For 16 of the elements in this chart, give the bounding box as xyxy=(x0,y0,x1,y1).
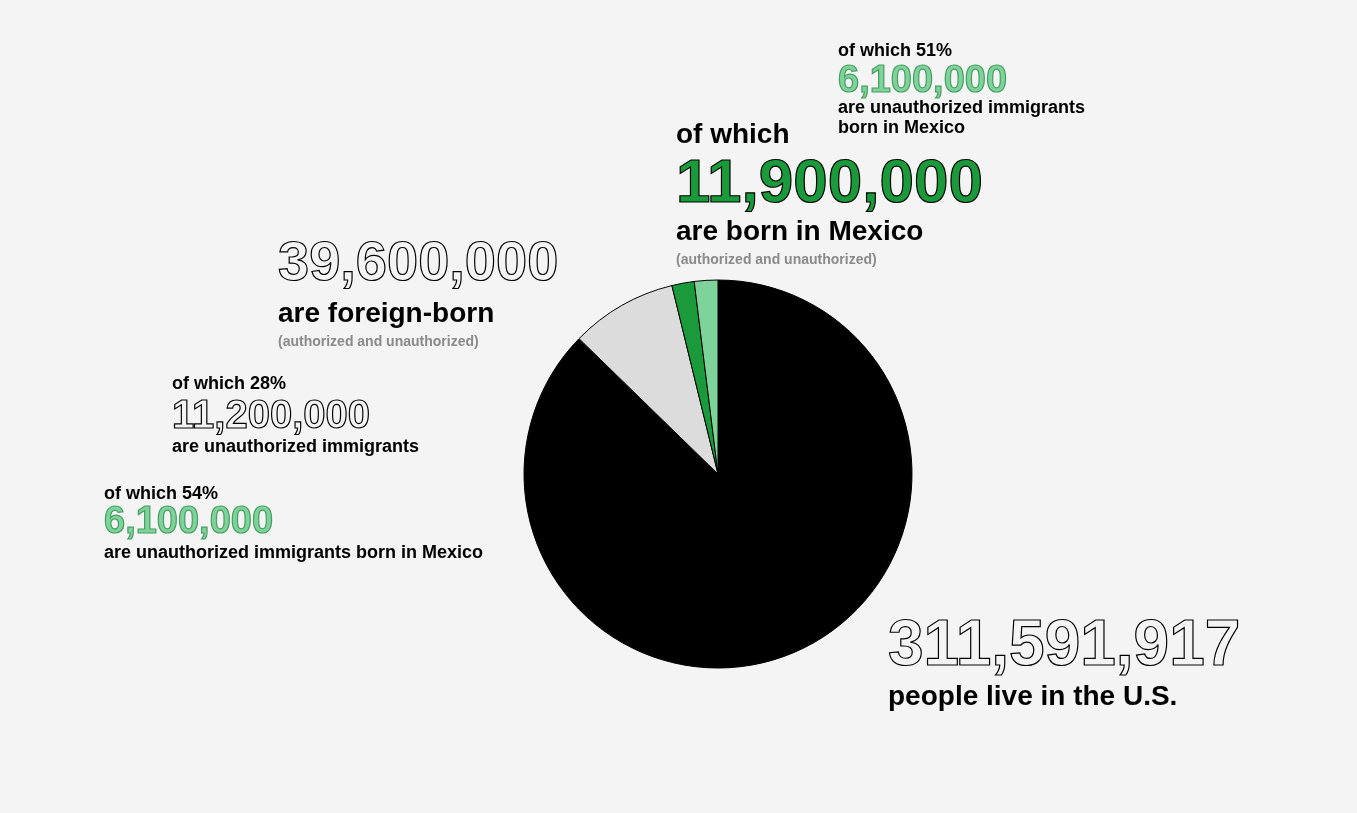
text: of which 28% xyxy=(172,373,287,393)
text: are born in Mexico xyxy=(676,215,924,246)
text: people live in the U.S. xyxy=(888,680,1178,711)
text: of which xyxy=(676,118,790,149)
text: of which 51% xyxy=(838,40,953,60)
text: 11,900,000 xyxy=(676,146,983,215)
text: are foreign-born xyxy=(278,297,495,328)
text: 11,200,000 xyxy=(172,392,370,436)
text: born in Mexico xyxy=(838,117,966,137)
text: (authorized and unauthorized) xyxy=(676,251,877,267)
text: are unauthorized immigrants xyxy=(172,436,420,456)
text: are unauthorized immigrants born in Mexico xyxy=(104,542,484,562)
text: 39,600,000 xyxy=(278,229,559,292)
text: 311,591,917 xyxy=(888,607,1241,679)
text: 6,100,000 xyxy=(838,58,1008,100)
text: (authorized and unauthorized) xyxy=(278,333,479,349)
